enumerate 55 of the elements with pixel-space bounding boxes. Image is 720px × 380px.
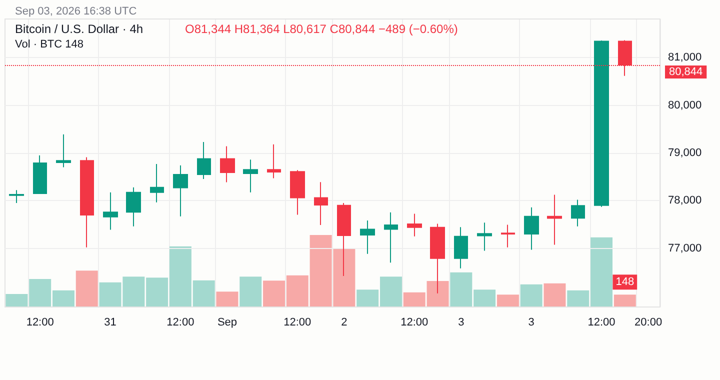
chart-title: Bitcoin / U.S. Dollar · 4h	[15, 22, 144, 36]
candlestick	[220, 146, 235, 183]
candlestick	[56, 134, 71, 168]
candlestick	[243, 159, 258, 193]
bar	[614, 294, 636, 307]
bar	[240, 276, 262, 307]
candlestick	[9, 190, 24, 204]
x-tick-label: 12:00	[588, 316, 616, 328]
bar	[496, 294, 519, 307]
candlestick	[173, 164, 188, 217]
x-tick-label: 12:00	[400, 316, 428, 328]
candlestick	[267, 144, 281, 179]
text: Sep 03, 2026 16:38 UTC	[15, 6, 137, 18]
candlestick	[477, 222, 492, 252]
candlestick	[290, 170, 305, 216]
bar	[76, 270, 98, 307]
candlestick	[571, 199, 585, 227]
x-tick-label: 2	[341, 316, 348, 328]
x-tick-label: 12:00	[166, 316, 194, 328]
x-tick-label: 3	[458, 316, 464, 328]
x-tick-label: 12:00	[284, 316, 312, 328]
candlestick	[360, 220, 375, 254]
x-tick-label: 20:00	[634, 316, 662, 328]
candlestick	[501, 224, 515, 248]
bar	[544, 283, 566, 307]
candlestick	[454, 226, 468, 269]
candlestick	[314, 182, 328, 226]
candlestick	[33, 154, 47, 194]
x-tick-label: 31	[104, 316, 116, 328]
x-tick-label: 3	[528, 316, 534, 328]
x-tick-label: 12:00	[26, 316, 54, 328]
candlestick	[524, 206, 539, 250]
y-tick-label: 81,000	[668, 52, 702, 64]
candlestick	[547, 194, 562, 246]
data-label: 148	[616, 276, 634, 288]
candlestick	[430, 223, 445, 294]
y-tick-label: 77,000	[668, 242, 702, 254]
candlestick	[103, 192, 118, 230]
y-tick-label: 80,000	[668, 99, 702, 112]
candlestick	[337, 202, 351, 277]
candlestick	[407, 213, 422, 237]
candlestick	[384, 212, 398, 264]
annotation: Vol · BTC 148	[15, 38, 84, 50]
x-tick-label: Sep	[217, 316, 238, 328]
candlestick	[594, 40, 609, 208]
y-tick-label: 79,000	[668, 146, 702, 159]
candlestick	[197, 142, 211, 180]
bar	[216, 292, 238, 307]
y-tick-label: 78,000	[668, 194, 702, 207]
bar	[520, 284, 542, 307]
candlestick	[80, 156, 94, 248]
ref-line-label: 80,844	[669, 66, 703, 78]
chart-subtitle: O81,344 H81,364 L80,617 C80,844 −489 (−0.60%)	[185, 22, 458, 36]
candlestick	[150, 163, 164, 203]
candlestick	[126, 186, 141, 227]
